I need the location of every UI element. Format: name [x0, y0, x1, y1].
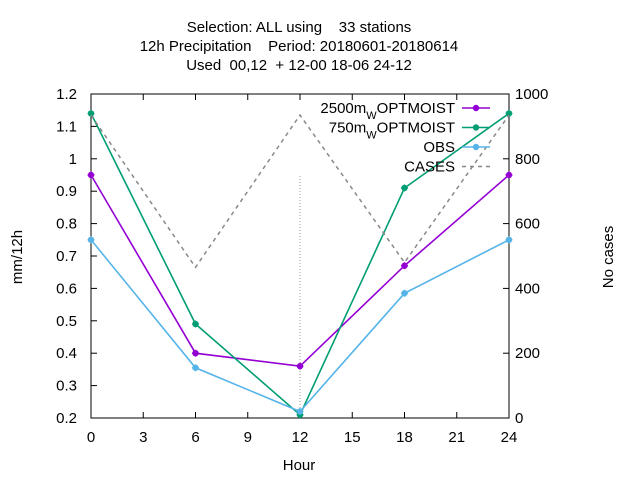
y2-tick-label: 600	[515, 216, 540, 233]
x-tick-label: 18	[396, 429, 413, 446]
legend-label-suffix: OPTMOIST	[377, 100, 455, 117]
y2-tick-label: 0	[515, 410, 523, 427]
x-axis-label: Hour	[283, 457, 316, 474]
x-tick-label: 3	[139, 429, 147, 446]
legend-label-subscript: W	[366, 130, 377, 142]
data-point	[296, 362, 304, 370]
data-point	[296, 408, 304, 416]
x-tick-label: 6	[191, 429, 199, 446]
data-point	[192, 320, 199, 328]
legend-item: OBS	[423, 139, 490, 156]
chart-title-line: Used 00,12 + 12-00 18-06 24-12	[186, 57, 412, 74]
legend-swatch-marker	[472, 104, 480, 112]
data-point	[192, 349, 199, 357]
legend-label-prefix: OBS	[423, 139, 455, 156]
chart-title: Selection: ALL using 33 stations 12h Prec…	[140, 19, 459, 74]
x-tick-label: 24	[501, 429, 518, 446]
data-point	[401, 262, 408, 270]
y-tick-label: 0.7	[56, 248, 77, 265]
data-point	[401, 184, 408, 192]
legend-label: CASES	[404, 159, 455, 176]
y2-tick-label: 400	[515, 280, 540, 297]
legend-label-prefix: 750m	[329, 120, 367, 137]
y-tick-label: 0.2	[56, 410, 77, 427]
x-tick-label: 21	[448, 429, 465, 446]
legend-swatch-marker	[472, 124, 480, 131]
y-axis-label: mm/12h	[9, 230, 26, 284]
legend-item: CASES	[404, 159, 490, 176]
y-tick-label: 0.5	[56, 313, 77, 330]
legend-item: 2500mWOPTMOIST	[320, 100, 490, 122]
data-point	[87, 171, 95, 179]
y2-tick-label: 800	[515, 151, 540, 168]
x-tick-label: 9	[244, 429, 252, 446]
data-point	[401, 289, 408, 297]
y2-axis-ticks: 0 200 400 600 800 1000	[503, 86, 548, 427]
y2-tick-label: 1000	[515, 86, 548, 103]
legend-item: 750mWOPTMOIST	[329, 120, 490, 142]
x-axis-ticks: 0 3 6 9 12 15 18 21 24	[87, 94, 518, 446]
x-tick-label: 0	[87, 429, 95, 446]
series-group	[87, 109, 513, 419]
legend-label-suffix: OPTMOIST	[377, 120, 455, 137]
chart-title-line: 12h Precipitation Period: 20180601-20180…	[140, 38, 459, 55]
series-line-2	[90, 239, 510, 413]
y2-axis-label: No cases	[600, 226, 617, 289]
legend-swatch-marker	[472, 143, 480, 151]
chart-title-line: Selection: ALL using 33 stations	[187, 19, 412, 36]
y-tick-label: 1	[69, 151, 77, 168]
x-tick-label: 15	[344, 429, 361, 446]
y-tick-label: 0.9	[56, 183, 77, 200]
y-tick-label: 0.4	[56, 345, 77, 362]
data-point	[192, 364, 199, 372]
y-tick-label: 1.2	[56, 86, 77, 103]
series-line-3	[90, 113, 510, 269]
legend-label: 750mWOPTMOIST	[329, 120, 455, 142]
y-tick-label: 0.8	[56, 216, 77, 233]
legend-label: OBS	[423, 139, 455, 156]
legend-label: 2500mWOPTMOIST	[320, 100, 455, 122]
data-point	[505, 171, 513, 179]
y2-tick-label: 200	[515, 345, 540, 362]
x-tick-label: 12	[292, 429, 309, 446]
data-point	[87, 236, 95, 244]
legend-label-subscript: W	[366, 110, 377, 122]
y-axis-ticks: 0.2 0.3 0.4 0.5 0.6 0.7 0.8 0.9 1 1.1 1.2	[56, 86, 97, 427]
data-point	[505, 236, 513, 244]
y-tick-label: 0.3	[56, 378, 77, 395]
y-tick-label: 0.6	[56, 280, 77, 297]
y-tick-label: 1.1	[56, 118, 77, 135]
legend-label-prefix: CASES	[404, 159, 455, 176]
legend-label-prefix: 2500m	[320, 100, 366, 117]
